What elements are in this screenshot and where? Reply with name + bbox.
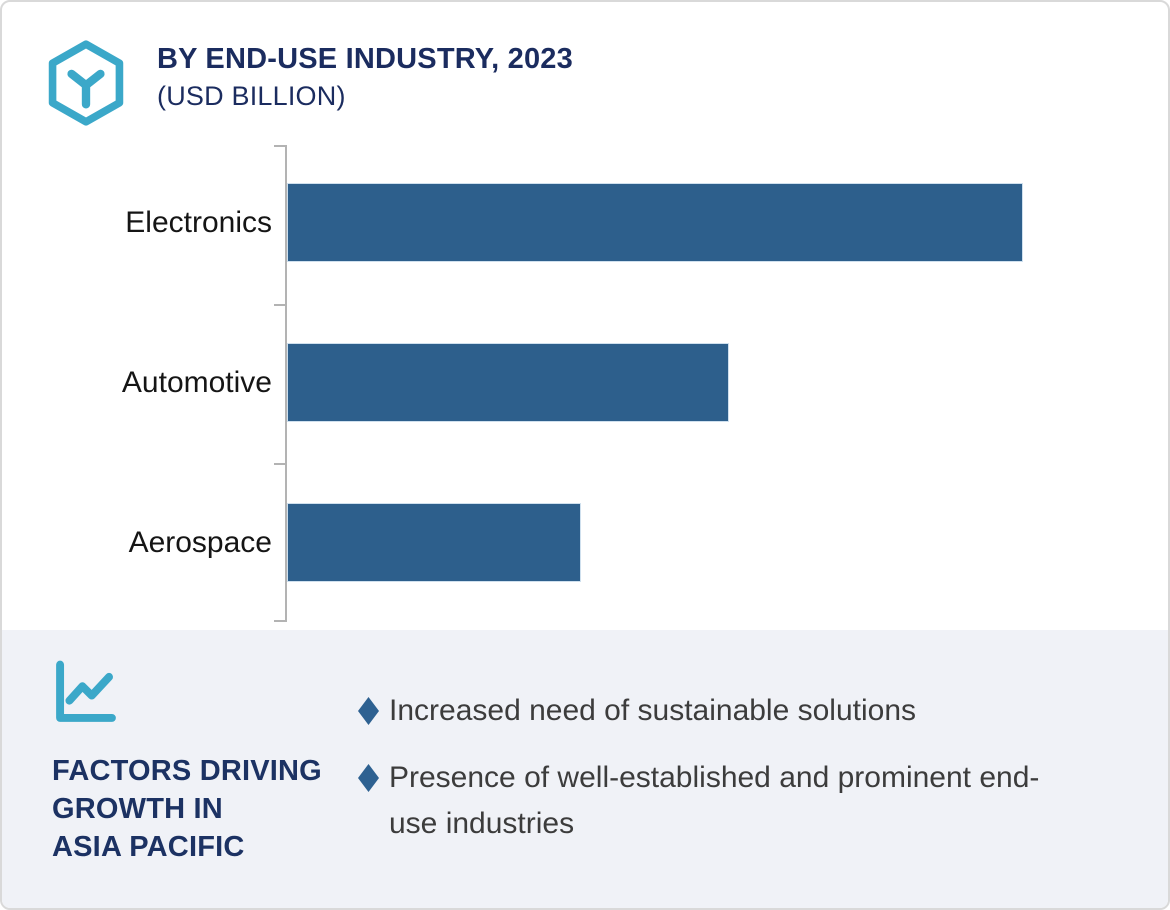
factors-heading: FACTORS DRIVING GROWTH IN ASIA PACIFIC [52, 755, 322, 863]
chart-subtitle: (USD BILLION) [157, 81, 346, 111]
bar-automotive [287, 343, 729, 422]
diamond-bullet-icon [358, 764, 379, 792]
hexagon-cube-icon [48, 40, 124, 126]
bar-electronics [287, 183, 1023, 262]
axis-tick [274, 620, 285, 622]
y-axis-line [285, 145, 287, 622]
axis-tick [274, 463, 285, 465]
diamond-bullet-icon [358, 697, 379, 725]
factor-text: Presence of well-established and promine… [389, 761, 1040, 840]
axis-tick [274, 304, 285, 306]
list-item: Presence of well-established and promine… [358, 755, 1078, 847]
factors-list: Increased need of sustainable solutions … [358, 688, 1078, 868]
list-item: Increased need of sustainable solutions [358, 688, 1078, 734]
category-label-automotive: Automotive [121, 366, 272, 399]
bar-aerospace [287, 503, 581, 582]
category-label-aerospace: Aerospace [128, 526, 272, 559]
factor-text: Increased need of sustainable solutions [389, 694, 917, 727]
axis-tick [274, 145, 285, 147]
category-label-electronics: Electronics [125, 206, 272, 239]
chart-title: BY END-USE INDUSTRY, 2023 [157, 43, 573, 75]
chart-title-block: BY END-USE INDUSTRY, 2023 (USD BILLION) [157, 42, 573, 112]
line-chart-icon [56, 660, 116, 722]
bar-chart: Electronics Automotive Aerospace [2, 2, 1168, 630]
factors-panel: FACTORS DRIVING GROWTH IN ASIA PACIFIC I… [2, 630, 1168, 908]
